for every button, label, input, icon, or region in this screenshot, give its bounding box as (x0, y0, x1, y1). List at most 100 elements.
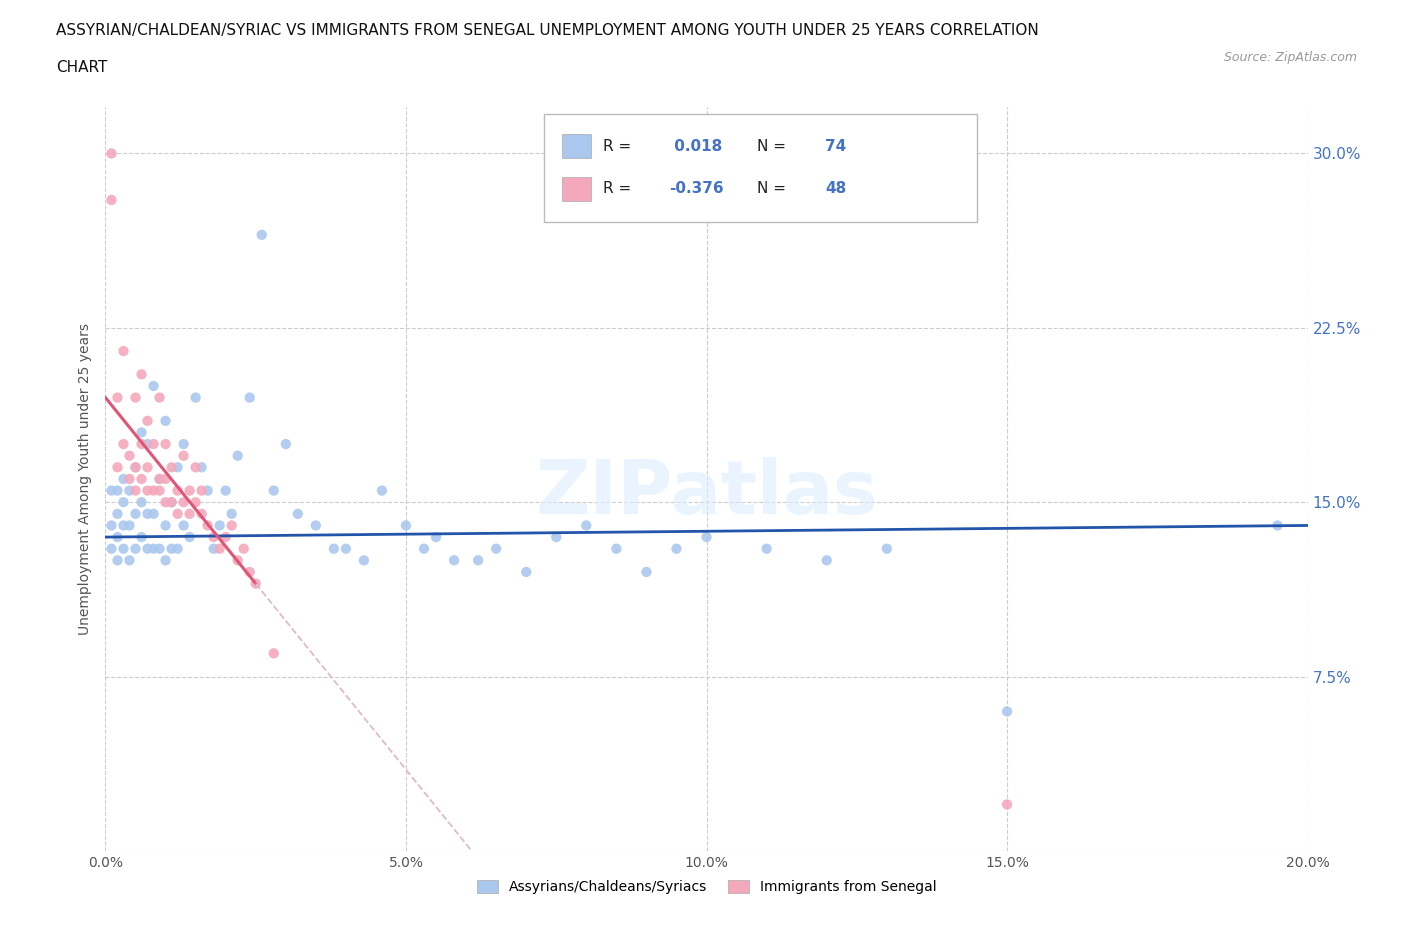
Point (136, 484, 159, 498)
Point (124, 507, 146, 522)
Point (190, 484, 212, 498)
Point (221, 507, 243, 522)
FancyBboxPatch shape (562, 135, 591, 158)
Point (202, 541, 225, 556)
Point (107, 530, 129, 545)
Point (155, 495, 177, 510)
Point (371, 484, 394, 498)
Point (263, 484, 285, 498)
Text: ZIPatlas: ZIPatlas (536, 458, 877, 530)
Y-axis label: Unemployment Among Youth under 25 years: Unemployment Among Youth under 25 years (79, 323, 93, 635)
Point (118, 472, 141, 486)
Text: 74: 74 (825, 139, 846, 153)
Point (166, 484, 188, 498)
Point (425, 530, 447, 545)
Point (190, 507, 212, 522)
Point (124, 460, 146, 475)
Point (148, 391, 170, 405)
Point (148, 472, 170, 486)
Point (485, 541, 508, 556)
Point (124, 460, 146, 475)
Point (155, 552, 177, 567)
Point (124, 391, 146, 405)
Point (239, 565, 262, 579)
Point (124, 484, 146, 498)
Point (221, 518, 243, 533)
Text: 48: 48 (825, 181, 846, 196)
Point (214, 484, 236, 498)
Point (160, 495, 183, 510)
Point (155, 518, 177, 533)
Point (166, 541, 188, 556)
Point (131, 367, 153, 382)
Point (107, 552, 129, 567)
Point (112, 495, 135, 510)
Point (232, 541, 254, 556)
Point (395, 518, 418, 533)
Point (173, 448, 195, 463)
Point (274, 437, 297, 452)
Point (995, 797, 1018, 812)
Text: ASSYRIAN/CHALDEAN/SYRIAC VS IMMIGRANTS FROM SENEGAL UNEMPLOYMENT AMONG YOUTH UND: ASSYRIAN/CHALDEAN/SYRIAC VS IMMIGRANTS F… (56, 23, 1039, 38)
Point (112, 437, 135, 452)
Point (413, 541, 436, 556)
Point (155, 414, 177, 429)
Point (197, 518, 219, 533)
Point (287, 507, 309, 522)
Point (131, 437, 153, 452)
FancyBboxPatch shape (562, 177, 591, 201)
Text: R =: R = (603, 181, 636, 196)
Point (173, 437, 195, 452)
Point (173, 518, 195, 533)
Text: R =: R = (603, 139, 636, 153)
Point (335, 541, 357, 556)
Point (876, 541, 898, 556)
Point (112, 518, 135, 533)
Point (443, 552, 465, 567)
Point (305, 518, 328, 533)
Text: CHART: CHART (56, 60, 108, 75)
Point (100, 146, 122, 161)
Point (160, 495, 183, 510)
Point (226, 552, 249, 567)
Point (173, 495, 195, 510)
Point (112, 472, 135, 486)
Point (515, 565, 537, 579)
Point (112, 541, 135, 556)
Point (208, 518, 231, 533)
Point (155, 472, 177, 486)
Point (467, 552, 489, 567)
Point (136, 437, 159, 452)
Point (605, 541, 627, 556)
Text: N =: N = (756, 139, 790, 153)
Point (118, 518, 141, 533)
Point (546, 530, 568, 545)
Point (124, 541, 146, 556)
Point (353, 552, 375, 567)
Legend: Assyrians/Chaldeans/Syriacs, Immigrants from Senegal: Assyrians/Chaldeans/Syriacs, Immigrants … (471, 875, 942, 900)
Point (131, 530, 153, 545)
Point (142, 379, 165, 393)
Point (815, 552, 838, 567)
Point (160, 460, 183, 475)
Point (184, 495, 207, 510)
Point (142, 437, 165, 452)
Point (100, 193, 122, 207)
Text: -0.376: -0.376 (669, 181, 724, 196)
Point (214, 530, 236, 545)
Point (107, 391, 129, 405)
Point (160, 541, 183, 556)
Point (107, 460, 129, 475)
Point (179, 507, 201, 522)
Point (184, 391, 207, 405)
Point (148, 484, 170, 498)
Point (250, 228, 273, 243)
Point (636, 565, 658, 579)
Point (100, 484, 122, 498)
Point (696, 530, 718, 545)
Point (208, 541, 231, 556)
Point (755, 541, 778, 556)
Point (179, 484, 201, 498)
Point (131, 495, 153, 510)
Text: 0.018: 0.018 (669, 139, 723, 153)
